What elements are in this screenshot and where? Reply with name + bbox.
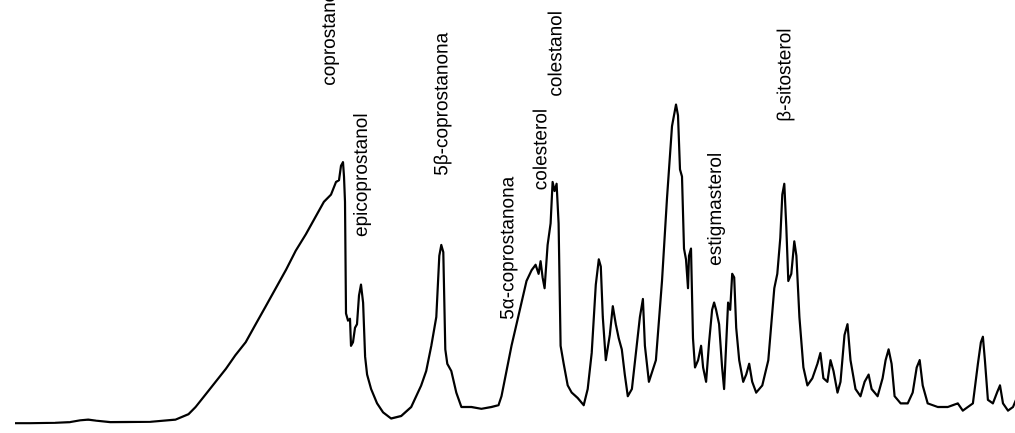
peak-label: β-sitosterol [774,29,795,122]
peak-label: 5α-coprostanona [497,176,518,319]
peak-labels-group: coprostanol epicoprostanol 5β-coprostanona… [319,0,795,320]
peak-label: colestanol [546,11,567,97]
chromatogram-series-line [15,103,1015,425]
peak-label: estigmasterol [705,153,726,266]
chromatogram-trace-group [15,103,1015,425]
peak-label: epicoprostanol [351,113,372,237]
peak-label: coprostanol [319,0,340,86]
peak-label: colesterol [531,109,552,190]
peak-label: 5β-coprostanona [431,32,452,175]
